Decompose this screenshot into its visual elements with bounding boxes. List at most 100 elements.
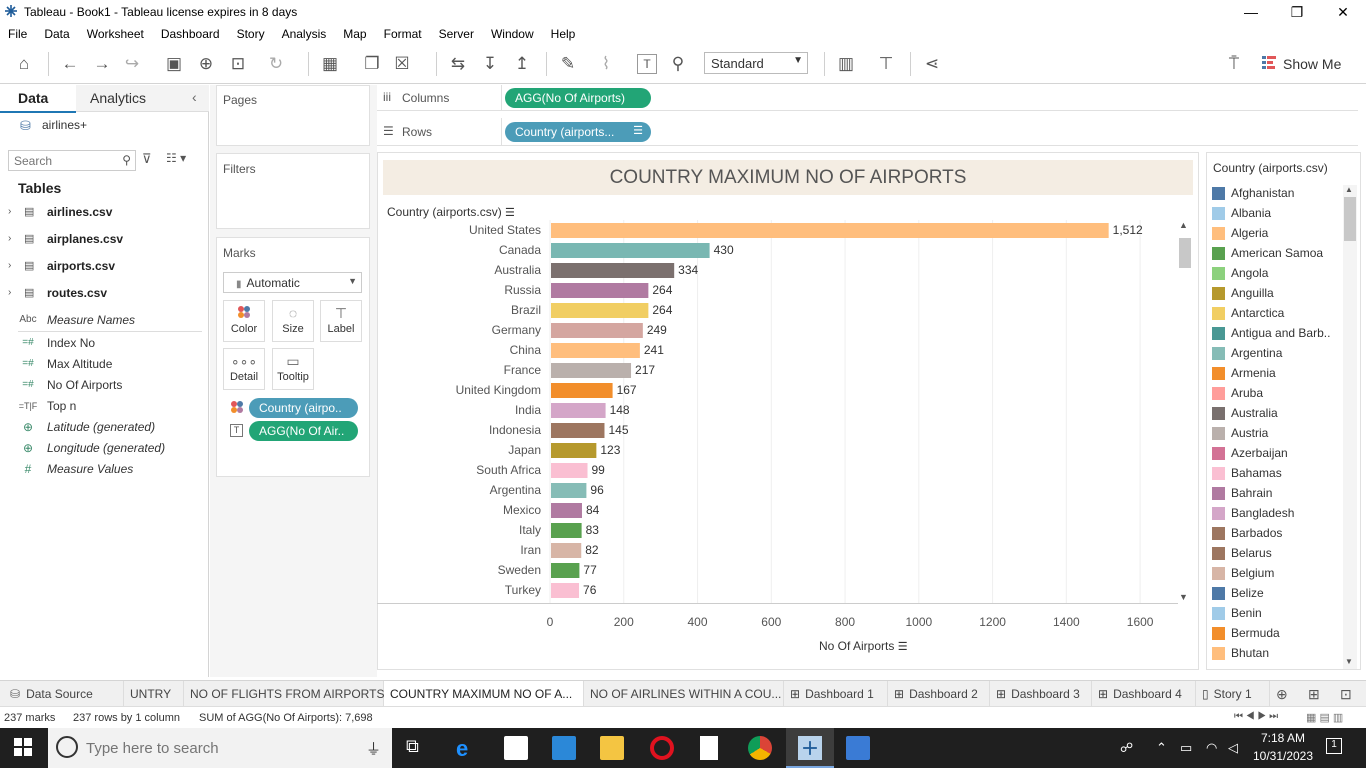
chevron-right-icon[interactable]: › <box>8 287 12 298</box>
category-label[interactable]: Australia <box>494 263 541 277</box>
table-item[interactable]: › ▤ routes.csv <box>8 285 108 300</box>
bar[interactable] <box>551 343 640 358</box>
legend-item[interactable]: Belize <box>1212 583 1264 603</box>
chevron-right-icon[interactable]: › <box>8 260 12 271</box>
legend-item[interactable]: Australia <box>1212 403 1278 423</box>
field-item[interactable]: # Measure Values <box>0 458 209 479</box>
scroll-thumb[interactable] <box>1179 238 1191 268</box>
restore-button[interactable]: ❐ <box>1290 3 1304 20</box>
show-cards-icon[interactable]: ▥ <box>837 54 855 73</box>
rows-shelf[interactable]: ☰ Rows <box>377 118 1358 146</box>
category-label[interactable]: Russia <box>504 283 541 297</box>
bar[interactable] <box>551 263 675 278</box>
menu-dashboard[interactable]: Dashboard <box>160 27 220 41</box>
sort-descending-icon[interactable]: ↥ <box>514 54 530 73</box>
presentation-mode-icon[interactable]: ⊤ <box>878 54 894 73</box>
category-label[interactable]: United States <box>469 223 541 237</box>
columns-pill[interactable]: AGG(No Of Airports) <box>505 88 651 108</box>
group-members-icon[interactable]: ⌇ <box>601 54 611 73</box>
minimize-button[interactable]: — <box>1244 4 1258 20</box>
bar[interactable] <box>551 503 582 518</box>
tableau-taskbar-button[interactable] <box>786 728 834 768</box>
bar[interactable] <box>551 323 643 338</box>
bar[interactable] <box>551 523 582 538</box>
legend-item[interactable]: Angola <box>1212 263 1268 283</box>
table-item[interactable]: › ▤ airlines.csv <box>8 204 113 219</box>
legend-item[interactable]: Argentina <box>1212 343 1282 363</box>
label-button[interactable]: ⊤ Label <box>320 300 362 342</box>
category-label[interactable]: Brazil <box>511 303 541 317</box>
sheet-view-icons[interactable]: ▦ ▤ ▥ <box>1306 712 1344 724</box>
swap-rows-columns-icon[interactable]: ⇆ <box>450 54 466 73</box>
notification-icon[interactable]: 1 <box>1326 738 1342 754</box>
category-label[interactable]: Germany <box>492 323 541 337</box>
menu-server[interactable]: Server <box>438 27 474 41</box>
clock-date[interactable]: 10/31/2023 <box>1252 749 1314 763</box>
scroll-thumb[interactable] <box>1344 197 1356 241</box>
tab-story[interactable]: ▯ Story 1 <box>1196 681 1270 707</box>
show-mark-labels-icon[interactable]: T <box>637 54 657 74</box>
legend-item[interactable]: Bermuda <box>1212 623 1280 643</box>
microphone-icon[interactable]: ⏚ <box>366 741 382 758</box>
legend-item[interactable]: Afghanistan <box>1212 183 1294 203</box>
fit-select[interactable]: Standard ▼ <box>704 52 808 74</box>
tab-dashboard[interactable]: ⊞ Dashboard 2 <box>888 681 990 707</box>
menu-window[interactable]: Window <box>490 27 534 41</box>
bar[interactable] <box>551 243 710 258</box>
store-icon[interactable] <box>504 736 528 760</box>
table-item[interactable]: › ▤ airports.csv <box>8 258 116 273</box>
legend-item[interactable]: Bahamas <box>1212 463 1282 483</box>
columns-shelf[interactable]: iii Columns <box>377 85 1358 111</box>
wifi-icon[interactable]: ◠ <box>1206 740 1218 755</box>
edge-icon[interactable]: e <box>456 736 469 761</box>
field-item[interactable]: =# No Of Airports <box>0 374 209 395</box>
new-datasource-icon[interactable]: ⊕ <box>198 54 214 73</box>
show-me-icon[interactable] <box>1262 55 1276 71</box>
legend-item[interactable]: Algeria <box>1212 223 1268 243</box>
menu-analysis[interactable]: Analysis <box>281 27 327 41</box>
size-button[interactable]: ◌ Size <box>272 300 314 342</box>
clear-sheet-icon[interactable]: ☒ <box>394 54 410 73</box>
bar[interactable] <box>551 543 582 558</box>
chevron-right-icon[interactable]: › <box>8 206 12 217</box>
close-button[interactable]: ✕ <box>1337 3 1349 20</box>
category-label[interactable]: Canada <box>499 243 541 257</box>
category-label[interactable]: Argentina <box>490 483 542 497</box>
tab-dashboard[interactable]: ⊞ Dashboard 3 <box>990 681 1092 707</box>
bar[interactable] <box>551 223 1109 238</box>
new-dashboard-icon[interactable]: ⊞ <box>1308 686 1320 702</box>
legend-item[interactable]: Belarus <box>1212 543 1272 563</box>
legend-item[interactable]: Bhutan <box>1212 643 1269 663</box>
collapse-pane-icon[interactable]: ‹ <box>192 89 197 105</box>
taskbar-search[interactable]: ⏚ <box>48 728 392 768</box>
color-button[interactable]: Color <box>223 300 265 342</box>
pause-updates-icon[interactable]: ⊡ <box>230 54 246 73</box>
category-label[interactable]: Sweden <box>498 563 541 577</box>
menu-worksheet[interactable]: Worksheet <box>86 27 144 41</box>
field-item[interactable]: Abc Measure Names <box>19 312 136 327</box>
fix-axes-icon[interactable]: ⚲ <box>671 54 685 73</box>
volume-icon[interactable]: ◁ <box>1228 740 1238 755</box>
legend-scrollbar[interactable]: ▲ ▼ <box>1343 185 1357 669</box>
bar[interactable] <box>551 383 613 398</box>
category-label[interactable]: France <box>504 363 542 377</box>
category-label[interactable]: India <box>515 403 541 417</box>
replay-icon[interactable]: ↪ <box>124 54 140 73</box>
legend-item[interactable]: Antigua and Barb.. <box>1212 323 1330 343</box>
search-box[interactable]: ⚲ <box>8 150 136 171</box>
field-item[interactable]: ⊕ Longitude (generated) <box>0 437 209 458</box>
duplicate-sheet-icon[interactable]: ❐ <box>364 54 380 73</box>
tab-data-source[interactable]: ⛁ Data Source <box>0 681 124 707</box>
legend-item[interactable]: Antarctica <box>1212 303 1284 323</box>
file-explorer-icon[interactable] <box>600 736 624 760</box>
legend-item[interactable]: Austria <box>1212 423 1268 443</box>
category-label[interactable]: Italy <box>519 523 541 537</box>
color-field-pill[interactable]: Country (airpo.. <box>249 398 358 418</box>
category-label[interactable]: Japan <box>508 443 541 457</box>
windows-start-icon[interactable] <box>14 738 32 759</box>
tab-dashboard[interactable]: ⊞ Dashboard 1 <box>784 681 888 707</box>
bar[interactable] <box>551 363 632 378</box>
notepad-icon[interactable] <box>700 736 718 760</box>
battery-icon[interactable]: ▭ <box>1180 740 1193 755</box>
bar[interactable] <box>551 423 605 438</box>
